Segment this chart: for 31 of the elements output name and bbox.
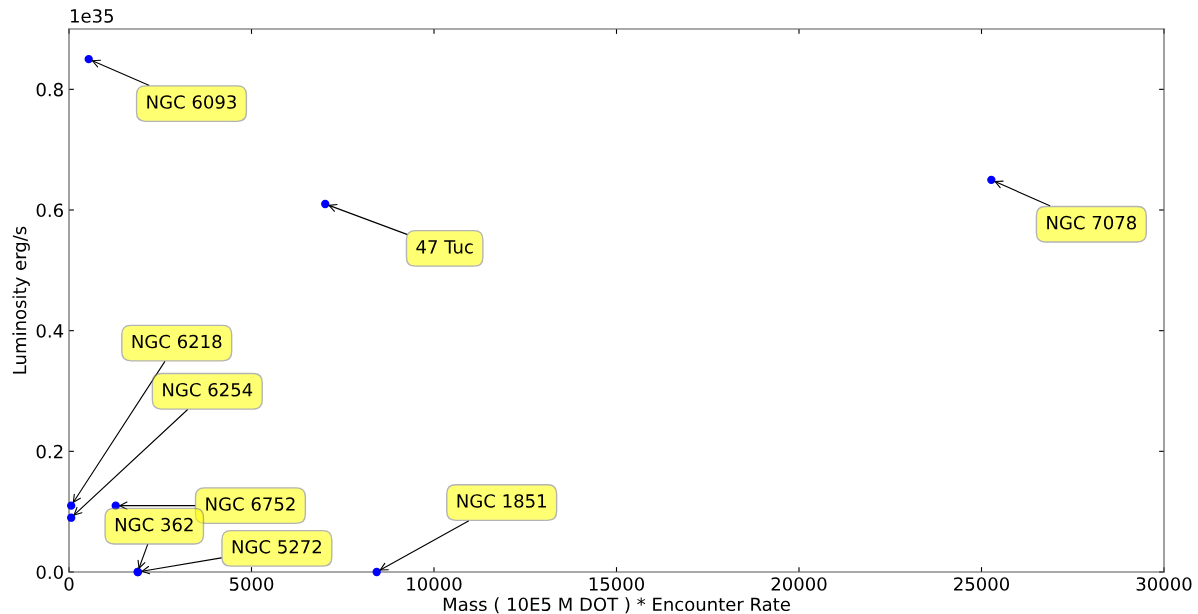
x-tick-label: 25000 [954, 577, 1010, 591]
annotation: NGC 362 [115, 517, 193, 532]
text: 1e35 [70, 9, 113, 23]
annotation: NGC 6752 [206, 497, 295, 511]
x-tick-label: 15000 [589, 577, 645, 591]
annotation: NGC 5272 [232, 539, 321, 554]
point [67, 501, 76, 510]
point [372, 567, 381, 577]
y-tick-label: 0.2 [36, 444, 63, 459]
x-tick-label: 20000 [771, 577, 827, 591]
x-tick-label: 5000 [229, 577, 274, 591]
annotation: NGC 7078 [1047, 215, 1137, 230]
annotation: NGC 6218 [132, 334, 222, 349]
y-axis-title: Luminosity erg/s [12, 226, 30, 374]
point [987, 175, 996, 185]
y-tick-label: 0.0 [36, 565, 63, 580]
point [321, 199, 330, 209]
point [111, 501, 120, 510]
y-tick-label: 0.6 [36, 203, 63, 218]
annotation: 47 Tuc [416, 240, 473, 254]
point [84, 54, 93, 64]
annotation: NGC 1851 [457, 494, 546, 508]
x-tick-label: 0 [64, 577, 74, 591]
x-tick-label: 10000 [407, 577, 462, 591]
annotation: NGC 6093 [147, 95, 236, 109]
point [67, 513, 76, 522]
x-tick-label: 30000 [1136, 577, 1192, 591]
annotation: NGC 6254 [163, 382, 253, 397]
y-tick-label: 0.8 [36, 82, 63, 97]
x-axis-title: Mass ( 10E5 M DOT ) * Encounter Rate [443, 597, 790, 614]
y-tick-label: 0.4 [36, 324, 64, 338]
